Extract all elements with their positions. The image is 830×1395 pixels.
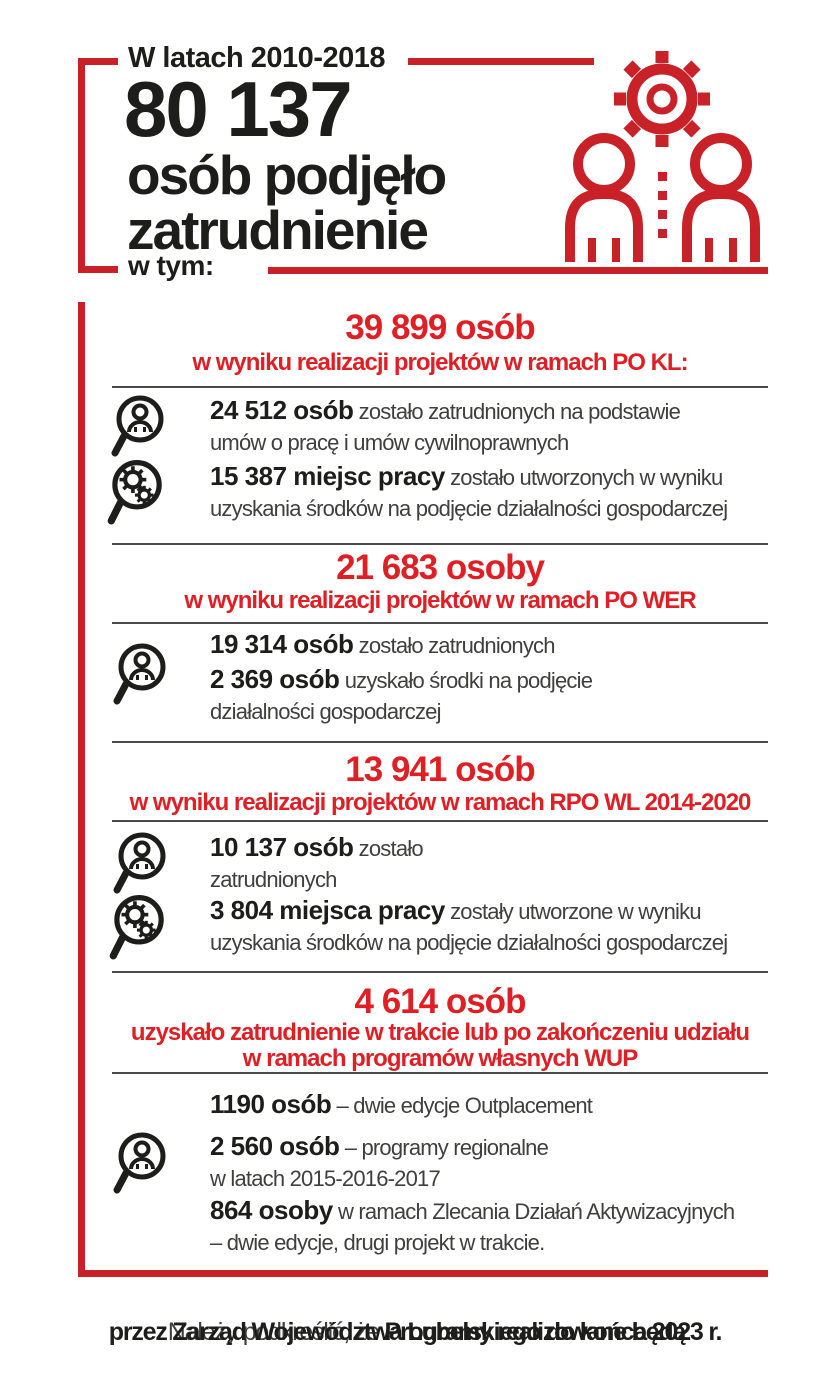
bracket-vertical (78, 58, 85, 273)
stat-text: – programy regionalne w latach 2015-2016… (210, 1135, 549, 1191)
section-title-rpowl: 13 941 osób (345, 750, 535, 789)
stat-value: 1190 osób (210, 1089, 332, 1119)
stat-value: 864 osoby (210, 1195, 333, 1225)
stat-item: 3 804 miejsca pracy zostały utworzone w … (210, 895, 728, 960)
kicker-rule (408, 58, 594, 65)
people-gear-icon (560, 42, 765, 266)
headline-line2: zatrudnienie (127, 199, 429, 261)
stat-text: uzyskało środki na podjęcie działalności… (210, 668, 593, 724)
person-search-icon (110, 394, 166, 458)
stat-value: 15 387 miejsc pracy (210, 461, 445, 491)
content-left-rule (78, 302, 85, 1270)
footer-line-2: przez Zarząd Województwa Lubelskiego do … (108, 1318, 723, 1346)
stat-item: 2 369 osób uzyskało środki na podjęcie d… (210, 664, 593, 729)
stat-item: 19 314 osób zostało zatrudnionych (210, 630, 555, 663)
stat-value: 3 804 miejsca pracy (210, 895, 445, 925)
section-divider (112, 386, 768, 388)
section-title-pokl: 39 899 osób (345, 308, 535, 347)
section-divider (112, 543, 768, 545)
headline-line1: osób podjęło (127, 144, 447, 206)
stat-value: 2 369 osób (210, 664, 340, 694)
stat-text: w ramach Zlecania Działań Aktywizacyjnyc… (210, 1199, 735, 1255)
stat-item: 2 560 osób – programy regionalne w latac… (210, 1131, 549, 1196)
subheading: w tym: (128, 250, 214, 281)
headline-number: 80 137 (124, 65, 353, 153)
section-subtitle-power: w wyniku realizacji projektów w ramach P… (184, 587, 696, 614)
stat-text: zostało zatrudnionych na podstawie umów … (210, 399, 681, 455)
section-divider (112, 820, 768, 822)
section-divider (112, 622, 768, 624)
subheading-rule (268, 267, 768, 274)
person-search-icon (112, 642, 168, 706)
stat-value: 19 314 osób (210, 629, 354, 659)
section-subtitle-rpowl: w wyniku realizacji projektów w ramach R… (129, 789, 752, 816)
section-subtitle-wup: uzyskało zatrudnienie w trakcie lub po z… (130, 1019, 750, 1072)
footer-emphasis: Programy realizowane będą (384, 1318, 687, 1346)
content-bottom-rule (78, 1270, 768, 1277)
gears-search-icon (106, 458, 166, 526)
section-title-power: 21 683 osoby (336, 548, 545, 587)
section-subtitle-pokl: w wyniku realizacji projektów w ramach P… (192, 349, 688, 376)
stat-value: 2 560 osób (210, 1131, 340, 1161)
stat-item: 15 387 miejsc pracy zostało utworzonych … (210, 461, 728, 526)
section-divider (112, 1072, 768, 1074)
section-divider (112, 971, 768, 973)
stat-item: 10 137 osób zostało zatrudnionych (210, 832, 424, 897)
stat-item: 864 osoby w ramach Zlecania Działań Akty… (210, 1195, 735, 1260)
footer-prefix: Należy podkreślić, że (167, 1318, 385, 1346)
person-search-icon (112, 1131, 168, 1195)
stat-text: zostało zatrudnionych (210, 836, 424, 892)
stat-text: zostało utworzonych w wyniku uzyskania ś… (210, 465, 728, 521)
kicker: W latach 2010-2018 (128, 42, 385, 74)
stat-value: 10 137 osób (210, 832, 354, 862)
stat-item: 24 512 osób zostało zatrudnionych na pod… (210, 395, 681, 460)
section-divider (112, 741, 768, 743)
stat-text: – dwie edycje Outplacement (331, 1093, 593, 1118)
stat-text: zostały utworzone w wyniku uzyskania śro… (210, 899, 728, 955)
section-title-wup: 4 614 osób (354, 982, 527, 1021)
footer-line-1: Należy podkreślić, że Programy realizowa… (40, 1290, 790, 1374)
stat-value: 24 512 osób (210, 395, 354, 425)
stat-item: 1190 osób – dwie edycje Outplacement (210, 1089, 593, 1123)
gears-search-icon (108, 893, 168, 961)
stat-text: zostało zatrudnionych (353, 633, 556, 658)
bracket-bottom-stub (78, 266, 118, 273)
person-search-icon (112, 831, 168, 895)
bracket-top-stub (78, 58, 118, 65)
